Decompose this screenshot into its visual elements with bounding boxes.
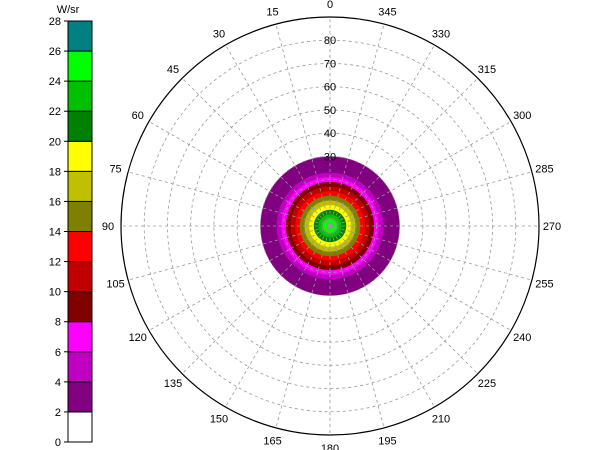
colorbar-tick-label-13: 26: [49, 46, 61, 58]
spoke-120: [148, 225, 331, 331]
colorbar-bin-3: [67, 321, 93, 353]
spoke-240: [329, 225, 512, 331]
angle-label-22: 330: [432, 29, 450, 41]
grid-ring-10: [306, 202, 354, 250]
colorbar-tick-label-3: 6: [55, 347, 61, 359]
colorbar-bin-1: [67, 381, 93, 413]
spoke-195: [329, 225, 385, 428]
angle-label-13: 195: [378, 435, 396, 447]
angle-label-12: 180: [321, 443, 339, 450]
colorbar-bin-10: [67, 110, 93, 142]
spoke-135: [181, 225, 331, 375]
colorbar-tick-label-7: 14: [49, 227, 61, 239]
angle-label-5: 75: [109, 164, 121, 176]
colorbar-bin-13: [67, 20, 93, 52]
angle-label-20: 300: [513, 110, 531, 122]
colorbar-bin-9: [67, 140, 93, 172]
colorbar-bin-11: [67, 80, 93, 112]
angle-label-17: 255: [535, 278, 553, 290]
angle-label-18: 270: [543, 221, 561, 233]
angle-label-1: 15: [266, 7, 278, 19]
angle-label-19: 285: [535, 164, 553, 176]
angle-label-23: 345: [378, 7, 396, 19]
colorbar-bin-6: [67, 231, 93, 263]
colorbar-tick-label-6: 12: [49, 257, 61, 269]
colorbar-bin-7: [67, 200, 93, 233]
colorbar-tick-label-12: 24: [49, 76, 61, 88]
spoke-45: [181, 77, 331, 227]
radial-label-2: 50: [324, 105, 336, 117]
radial-label-5: 80: [324, 35, 336, 47]
angle-label-7: 105: [106, 278, 124, 290]
spoke-105: [128, 225, 331, 281]
angle-label-15: 225: [478, 378, 496, 390]
grid-ring-40: [236, 132, 424, 320]
grid-ring-20: [283, 179, 377, 273]
grid-ring-60: [190, 86, 470, 366]
colorbar-bin-2: [67, 351, 93, 383]
radial-label-3: 60: [324, 82, 336, 94]
grid-ring-50: [213, 109, 447, 343]
colorbar-bin-12: [67, 50, 93, 82]
spoke-285: [329, 171, 532, 227]
angle-label-6: 90: [102, 221, 114, 233]
spoke-15: [275, 24, 331, 227]
colorbar-tick-label-5: 10: [49, 287, 61, 299]
colorbar-tick-label-2: 4: [55, 377, 61, 389]
spoke-30: [225, 44, 331, 227]
colorbar-tick-label-1: 2: [55, 407, 61, 419]
spoke-165: [275, 225, 331, 428]
colorbar-tick-label-8: 16: [49, 196, 61, 208]
angle-label-2: 30: [213, 29, 225, 41]
spoke-150: [225, 225, 331, 408]
spoke-225: [329, 225, 479, 375]
grid-ring-70: [167, 63, 493, 389]
angle-label-16: 240: [513, 332, 531, 344]
colorbar-bin-0: [67, 411, 93, 443]
spoke-300: [329, 121, 512, 227]
spoke-210: [329, 225, 435, 408]
grid-ring-30: [259, 155, 401, 297]
angle-label-3: 45: [167, 64, 179, 76]
angle-label-8: 120: [129, 332, 147, 344]
colorbar-bin-8: [67, 170, 93, 202]
angle-label-11: 165: [263, 435, 281, 447]
colorbar-bin-4: [67, 291, 93, 323]
angle-label-10: 150: [210, 413, 228, 425]
angle-label-21: 315: [478, 64, 496, 76]
colorbar-tick-label-0: 0: [55, 437, 61, 449]
angle-label-9: 135: [164, 378, 182, 390]
spoke-345: [329, 24, 385, 227]
spoke-255: [329, 225, 532, 281]
colorbar-bin-5: [67, 261, 93, 293]
spoke-60: [148, 121, 331, 227]
colorbar-tick-label-11: 22: [49, 106, 61, 118]
colorbar-tick-label-10: 20: [49, 136, 61, 148]
spoke-75: [128, 171, 331, 227]
outer-boundary: [120, 16, 540, 436]
colorbar-unit-label: W/sr: [57, 4, 80, 16]
colorbar-tick-label-9: 18: [49, 166, 61, 178]
spoke-315: [329, 77, 479, 227]
angle-label-14: 210: [432, 413, 450, 425]
spoke-330: [329, 44, 435, 227]
radial-label-4: 70: [324, 58, 336, 70]
angle-label-4: 60: [132, 110, 144, 122]
radial-label-0: 30: [324, 151, 336, 163]
angle-label-0: 0: [327, 0, 333, 11]
radial-label-1: 40: [324, 128, 336, 140]
colorbar-tick-label-4: 8: [55, 317, 61, 329]
grid-ring-80: [143, 39, 517, 413]
polar-plot: 0 15 30 45 60 75 90 105 120 135 150 165 180 195 210 225…: [102, 0, 561, 450]
colorbar-tick-label-14: 28: [49, 16, 61, 28]
